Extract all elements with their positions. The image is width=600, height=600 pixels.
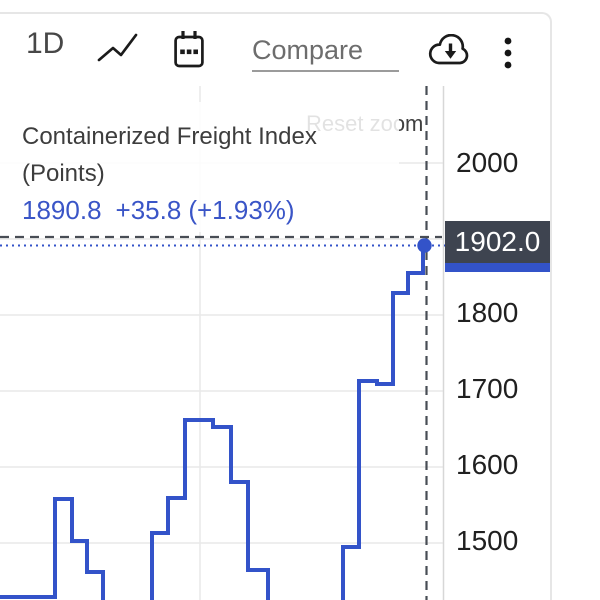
toolbar: 1D Compare (0, 0, 600, 86)
series-value-row: 1890.8 +35.8 (+1.93%) (22, 195, 399, 226)
value-change: +35.8 (115, 195, 182, 225)
value-change-percent: (+1.93%) (188, 195, 295, 225)
series-title: Containerized Freight Index (Points) (22, 118, 399, 192)
chart-legend: Containerized Freight Index (Points) 189… (0, 102, 399, 232)
calendar-icon[interactable] (174, 29, 204, 69)
cloud-download-icon[interactable] (428, 34, 474, 68)
line-chart-icon[interactable] (96, 31, 140, 65)
last-price-badge-strip (445, 263, 550, 272)
crosshair-price-badge: 1902.0 (445, 221, 550, 263)
compare-input[interactable]: Compare (252, 30, 399, 72)
last-value: 1890.8 (22, 195, 102, 225)
kebab-menu-icon[interactable] (501, 34, 515, 74)
timeframe-button[interactable]: 1D (26, 27, 65, 60)
series-title-line1: Containerized Freight Index (22, 123, 317, 150)
series-title-line2: (Points) (22, 160, 105, 187)
crosshair-price-label: 1902.0 (454, 226, 541, 257)
